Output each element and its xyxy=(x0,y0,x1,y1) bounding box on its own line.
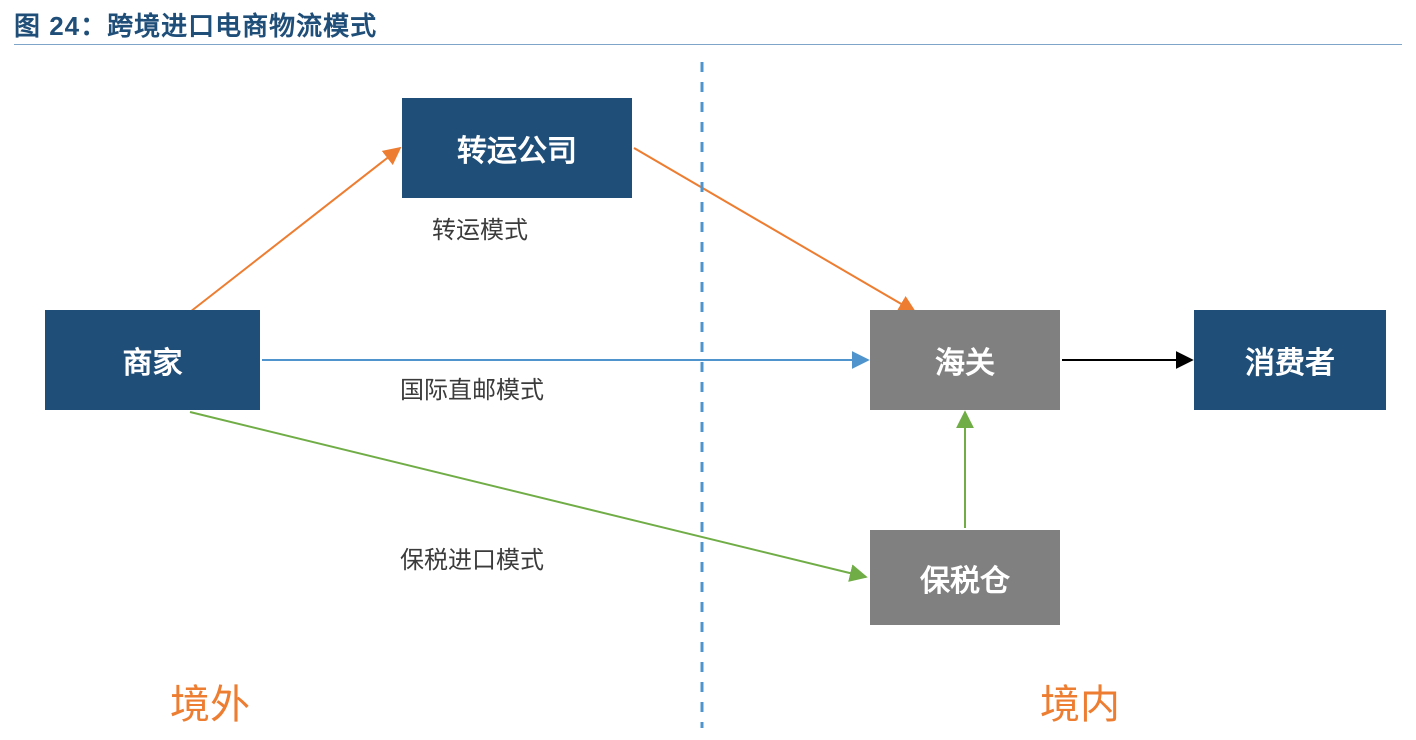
region-label-abroad: 境外 xyxy=(170,672,250,730)
node-consumer: 消费者 xyxy=(1194,310,1386,410)
node-bonded-label: 保税仓 xyxy=(920,556,1010,600)
region-label-domestic: 境内 xyxy=(1040,672,1120,730)
node-consumer-label: 消费者 xyxy=(1245,338,1335,382)
edge-label-bonded-mode: 保税进口模式 xyxy=(400,540,544,575)
node-forwarder-label: 转运公司 xyxy=(457,126,577,170)
edge-label-forward-mode: 转运模式 xyxy=(432,210,528,245)
node-merchant: 商家 xyxy=(45,310,260,410)
node-merchant-label: 商家 xyxy=(123,338,183,382)
edge-merchant-to-forwarder xyxy=(190,148,400,312)
edge-label-direct-mail: 国际直邮模式 xyxy=(400,370,544,405)
figure-container: 图 24：跨境进口电商物流模式 商家 转运公司 海关 保税仓 消费者 转运模式 … xyxy=(0,0,1416,740)
edge-forwarder-to-customs xyxy=(634,148,915,312)
node-customs: 海关 xyxy=(870,310,1060,410)
node-customs-label: 海关 xyxy=(935,338,995,382)
node-forwarder: 转运公司 xyxy=(402,98,632,198)
node-bonded: 保税仓 xyxy=(870,530,1060,625)
